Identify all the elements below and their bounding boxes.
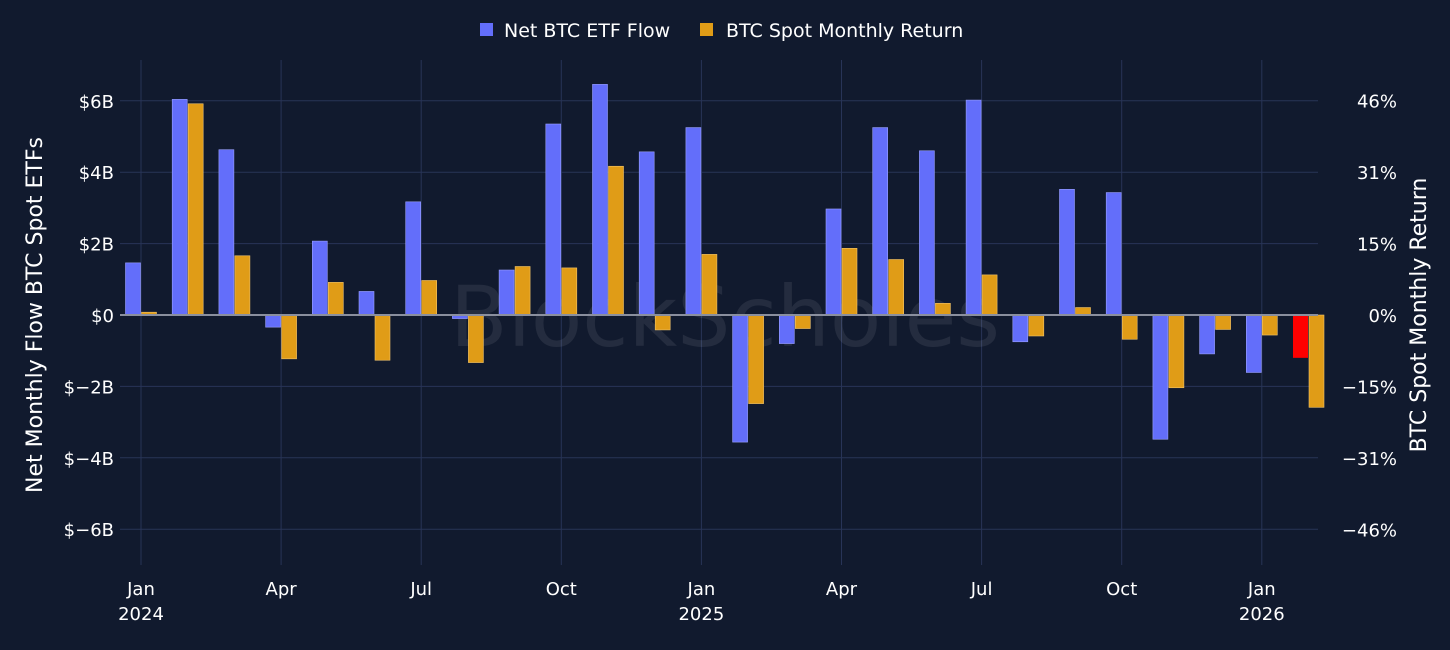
x-tick-label: Oct <box>546 579 577 600</box>
x-tick-year-label: 2024 <box>118 604 164 625</box>
left-tick-label: $−2B <box>64 377 114 398</box>
bar-etf-flow-9[interactable] <box>545 123 562 316</box>
x-tick-label: Apr <box>266 579 298 600</box>
bar-etf-flow-3[interactable] <box>265 314 281 328</box>
bar-spot-return-21[interactable] <box>1121 314 1138 340</box>
x-tick-label: Jan <box>1247 579 1276 600</box>
bar-etf-flow-0[interactable] <box>125 262 141 316</box>
left-tick-label: $4B <box>79 163 114 184</box>
bar-spot-return-8[interactable] <box>514 266 531 316</box>
bar-etf-flow-6[interactable] <box>405 201 422 316</box>
right-axis-title: BTC Spot Monthly Return <box>1407 178 1432 453</box>
left-tick-label: $−6B <box>64 520 114 541</box>
bar-spot-return-17[interactable] <box>935 303 951 316</box>
bar-etf-flow-12[interactable] <box>685 127 702 316</box>
bar-spot-return-10[interactable] <box>608 165 624 316</box>
x-tick-year-label: 2025 <box>678 604 724 625</box>
bar-etf-flow-8[interactable] <box>498 269 515 316</box>
left-tick-label: $2B <box>79 235 114 256</box>
bar-spot-return-6[interactable] <box>421 280 438 316</box>
legend-label-etf-flow[interactable]: Net BTC ETF Flow <box>504 20 670 42</box>
bar-spot-return-18[interactable] <box>981 274 998 316</box>
bar-etf-flow-4[interactable] <box>311 240 328 316</box>
bar-etf-flow-1[interactable] <box>171 99 188 316</box>
bar-etf-flow-17[interactable] <box>919 150 935 316</box>
x-tick-label: Jan <box>126 579 155 600</box>
right-tick-label: −31% <box>1342 449 1397 470</box>
bar-spot-return-15[interactable] <box>841 248 858 316</box>
bar-spot-return-4[interactable] <box>327 282 344 316</box>
bar-spot-return-5[interactable] <box>374 314 391 361</box>
bar-etf-flow-11[interactable] <box>638 151 655 316</box>
bar-spot-return-23[interactable] <box>1215 314 1231 330</box>
right-tick-label: 0% <box>1368 306 1397 327</box>
legend-swatch-etf-flow[interactable] <box>480 23 493 36</box>
bar-etf-flow-23[interactable] <box>1199 314 1215 355</box>
bar-spot-return-2[interactable] <box>234 255 251 316</box>
x-tick-label: Jul <box>970 579 993 600</box>
bar-etf-flow-22[interactable] <box>1152 314 1169 440</box>
bar-spot-return-3[interactable] <box>281 314 297 360</box>
legend-swatch-spot-return[interactable] <box>700 23 713 36</box>
legend-label-spot-return[interactable]: BTC Spot Monthly Return <box>726 20 963 42</box>
right-tick-label: 15% <box>1357 235 1397 256</box>
legend[interactable]: Net BTC ETF Flow BTC Spot Monthly Return <box>480 20 963 42</box>
x-tick-year-label: 2026 <box>1239 604 1285 625</box>
bar-spot-return-25[interactable] <box>1308 314 1325 408</box>
left-axis-title: Net Monthly Flow BTC Spot ETFs <box>23 137 48 493</box>
bar-etf-flow-13[interactable] <box>732 314 748 443</box>
bar-spot-return-12[interactable] <box>701 254 718 316</box>
bar-spot-return-1[interactable] <box>187 103 204 316</box>
watermark-text: BlockScholes <box>450 268 1000 366</box>
bar-spot-return-11[interactable] <box>654 314 671 331</box>
right-tick-label: 46% <box>1357 92 1397 113</box>
bar-spot-return-13[interactable] <box>748 314 764 404</box>
bar-spot-return-14[interactable] <box>794 314 811 329</box>
bar-etf-flow-10[interactable] <box>592 84 608 316</box>
x-tick-label: Oct <box>1106 579 1137 600</box>
bar-spot-return-9[interactable] <box>561 267 578 316</box>
bar-etf-flow-2[interactable] <box>218 149 235 316</box>
x-tick-label: Jul <box>409 579 432 600</box>
bar-etf-flow-19[interactable] <box>1012 314 1029 343</box>
bar-etf-flow-15[interactable] <box>825 208 842 316</box>
bar-spot-return-22[interactable] <box>1168 314 1185 389</box>
bar-etf-flow-16[interactable] <box>872 127 889 316</box>
bar-etf-flow-5[interactable] <box>358 291 375 316</box>
bar-spot-return-19[interactable] <box>1028 314 1045 337</box>
x-tick-label: Apr <box>826 579 858 600</box>
bar-spot-return-24[interactable] <box>1262 314 1278 336</box>
bar-spot-return-16[interactable] <box>888 259 905 316</box>
x-axis: Jan 2024 Apr Jul Oct Jan 2025 Apr Jul Oct Jan 2026 <box>118 579 1285 625</box>
bar-etf-flow-18[interactable] <box>965 99 982 316</box>
left-tick-label: $−4B <box>64 449 114 470</box>
left-axis: $6B $4B $2B $0 $−2B $−4B $−6B <box>64 92 114 541</box>
right-tick-label: 31% <box>1357 163 1397 184</box>
right-tick-label: −15% <box>1342 378 1397 399</box>
bar-spot-return-7[interactable] <box>468 314 484 363</box>
bar-etf-flow-21[interactable] <box>1105 192 1122 316</box>
bar-etf-flow-20[interactable] <box>1059 189 1075 316</box>
bar-spot-return-20[interactable] <box>1075 307 1091 316</box>
right-tick-label: −46% <box>1342 521 1397 542</box>
bar-etf-flow-24[interactable] <box>1246 314 1262 373</box>
left-tick-label: $0 <box>91 306 114 327</box>
bars <box>125 84 1325 443</box>
bar-etf-flow-25[interactable] <box>1293 315 1308 358</box>
x-tick-label: Jan <box>687 579 716 600</box>
right-axis: 46% 31% 15% 0% −15% −31% −46% <box>1342 92 1397 542</box>
left-tick-label: $6B <box>79 92 114 113</box>
bar-etf-flow-14[interactable] <box>778 314 795 344</box>
